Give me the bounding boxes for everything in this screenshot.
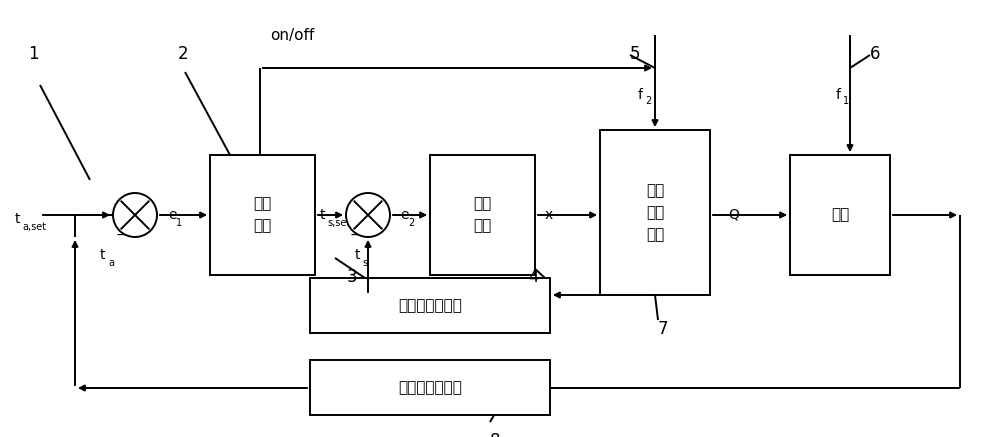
Text: s,set: s,set bbox=[327, 218, 350, 228]
Text: 7: 7 bbox=[658, 320, 668, 338]
Text: Q: Q bbox=[728, 208, 739, 222]
Bar bbox=[600, 130, 710, 295]
Text: t: t bbox=[355, 248, 360, 262]
Text: 阀门: 阀门 bbox=[646, 183, 664, 198]
Text: 1: 1 bbox=[843, 96, 849, 106]
Text: 6: 6 bbox=[870, 45, 881, 63]
Text: 3: 3 bbox=[347, 268, 358, 286]
Text: 4: 4 bbox=[528, 268, 538, 286]
Bar bbox=[210, 155, 315, 275]
Text: s: s bbox=[362, 258, 367, 268]
Text: f: f bbox=[638, 88, 643, 102]
Text: on/off: on/off bbox=[270, 28, 314, 43]
Text: 节器: 节器 bbox=[253, 218, 272, 233]
Text: 房间: 房间 bbox=[831, 208, 849, 222]
Text: 送风温度传感器: 送风温度传感器 bbox=[398, 298, 462, 313]
Text: 室内温度传感器: 室内温度传感器 bbox=[398, 380, 462, 395]
Bar bbox=[790, 155, 890, 275]
Text: 2: 2 bbox=[645, 96, 651, 106]
Text: a,set: a,set bbox=[22, 222, 46, 232]
Text: a: a bbox=[108, 258, 114, 268]
Text: 8: 8 bbox=[490, 432, 501, 437]
Bar bbox=[310, 278, 550, 333]
Text: −: − bbox=[350, 228, 362, 242]
Bar bbox=[430, 155, 535, 275]
Text: 节器: 节器 bbox=[473, 218, 492, 233]
Circle shape bbox=[113, 193, 157, 237]
Text: 1: 1 bbox=[28, 45, 39, 63]
Text: +: + bbox=[116, 202, 128, 216]
Text: −: − bbox=[116, 228, 128, 242]
Text: e: e bbox=[168, 208, 176, 222]
Text: 主调: 主调 bbox=[253, 197, 272, 212]
Text: 及表: 及表 bbox=[646, 205, 664, 220]
Bar bbox=[310, 360, 550, 415]
Text: x: x bbox=[545, 208, 553, 222]
Text: t: t bbox=[320, 208, 326, 222]
Text: +: + bbox=[350, 202, 362, 216]
Text: 2: 2 bbox=[178, 45, 189, 63]
Text: 1: 1 bbox=[176, 218, 182, 228]
Text: f: f bbox=[836, 88, 841, 102]
Text: e: e bbox=[400, 208, 409, 222]
Text: 副调: 副调 bbox=[473, 197, 492, 212]
Circle shape bbox=[346, 193, 390, 237]
Text: 5: 5 bbox=[630, 45, 640, 63]
Text: 冷器: 冷器 bbox=[646, 227, 664, 242]
Text: 2: 2 bbox=[408, 218, 414, 228]
Text: t: t bbox=[15, 212, 20, 226]
Text: t: t bbox=[100, 248, 106, 262]
